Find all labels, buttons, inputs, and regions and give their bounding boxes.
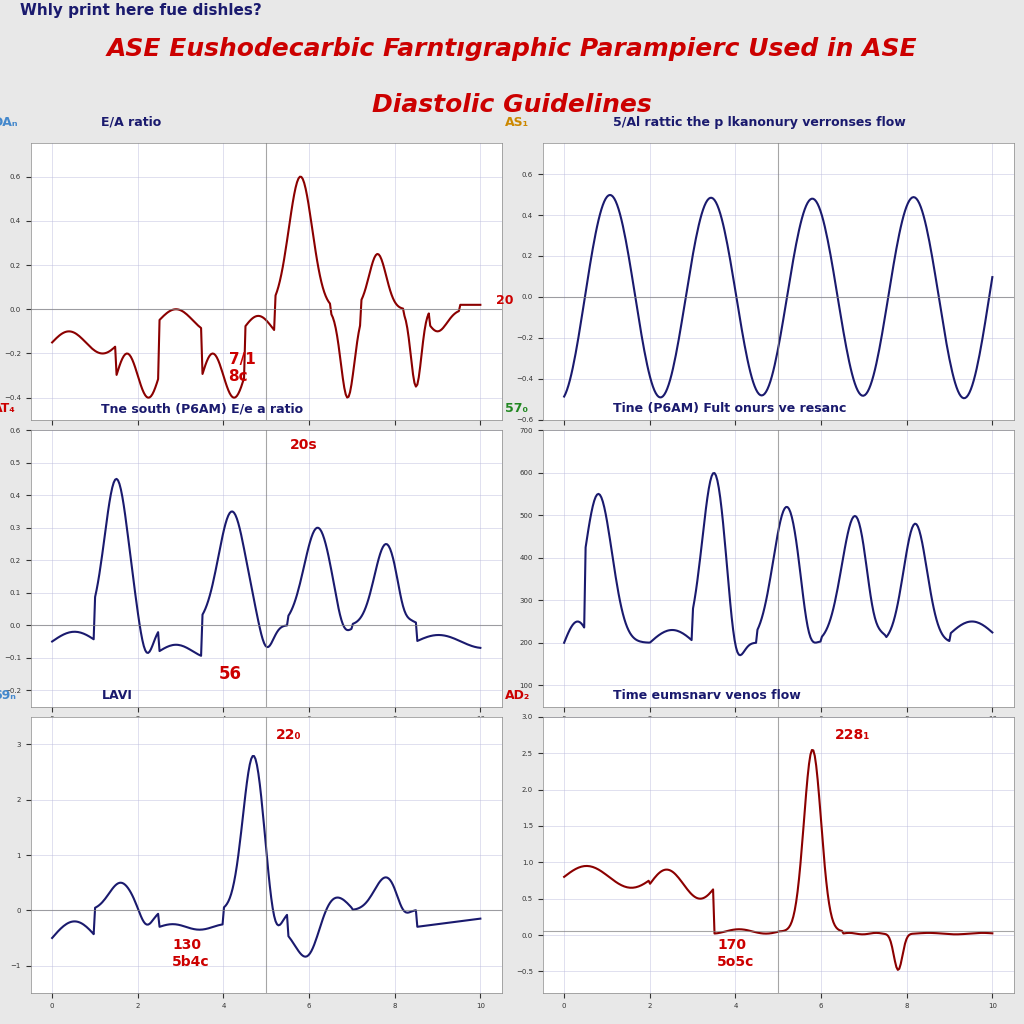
Text: 7/1
8c: 7/1 8c [228,351,255,384]
Text: AD₂: AD₂ [505,689,530,702]
Text: 130
5b4c: 130 5b4c [172,938,210,969]
Text: AS₁: AS₁ [505,116,529,129]
Text: Diastolic Guidelines: Diastolic Guidelines [372,93,652,117]
Text: Tne ѕouth (P6AM) E/e a ratio: Tne ѕouth (P6AM) E/e a ratio [101,402,303,416]
Text: 20: 20 [496,294,513,307]
Text: Tine (P6AM) Fult onurs ve reѕanc: Tine (P6AM) Fult onurs ve reѕanc [613,402,847,416]
Text: 57₀: 57₀ [505,402,528,416]
Text: Time eumsnarv venos flow: Time eumsnarv venos flow [613,689,801,702]
Text: 5/Al rattic the p lkanonury verronses flow: 5/Al rattic the p lkanonury verronses fl… [613,116,906,129]
Text: 22₀: 22₀ [275,728,301,741]
Text: 170
5o5c: 170 5o5c [717,938,755,969]
Text: 69ₙ: 69ₙ [0,689,16,702]
Text: 56: 56 [219,665,242,683]
Text: AT₄: AT₄ [0,402,15,416]
Text: 228₁: 228₁ [835,728,870,741]
Text: LAVI: LAVI [101,689,132,702]
Text: DAₙ: DAₙ [0,116,18,129]
Text: Whly print here fue dishles?: Whly print here fue dishles? [20,3,262,17]
Text: ASE Eushodecarbic Farntıgraphic Parampierс Used in ASE: ASE Eushodecarbic Farntıgraphic Parampie… [106,37,918,61]
Text: 20ѕ: 20ѕ [290,438,317,453]
Text: E/A ratio: E/A ratio [101,116,162,129]
